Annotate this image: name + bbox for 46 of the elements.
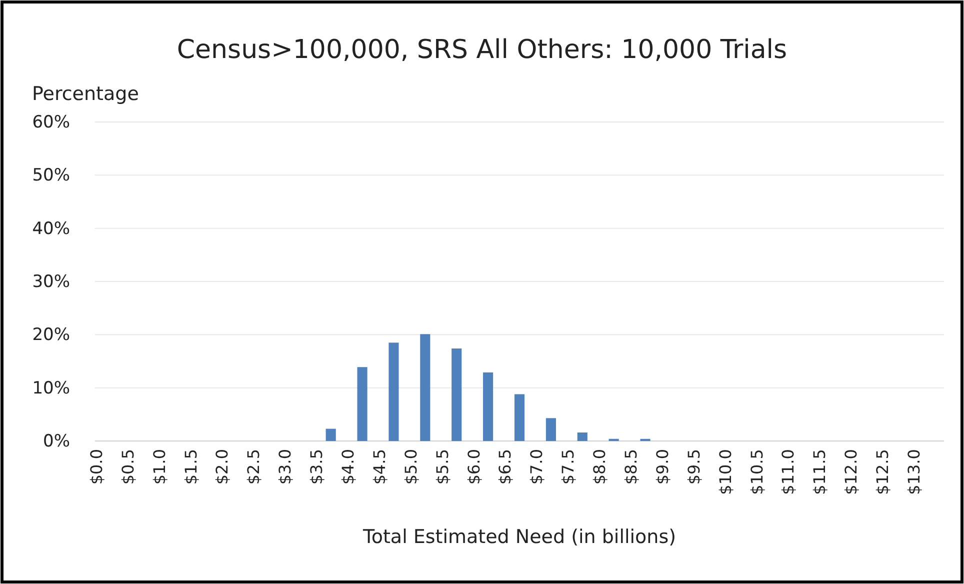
x-tick-label: $9.0: [652, 449, 672, 485]
y-tick-label: 20%: [32, 325, 70, 346]
x-tick-label: $8.0: [590, 449, 610, 485]
x-tick-label: $1.0: [150, 449, 169, 485]
bar: [452, 348, 462, 441]
y-tick-label: 50%: [32, 166, 70, 186]
x-tick-label: $10.5: [747, 449, 766, 495]
x-tick-label: $0.0: [86, 449, 106, 485]
x-tick-label: $5.0: [401, 449, 420, 485]
x-tick-label: $11.0: [778, 449, 798, 495]
bar: [483, 372, 494, 441]
x-tick-label: $13.0: [904, 449, 924, 495]
y-tick-label: 10%: [32, 378, 70, 398]
x-tick-label: $10.0: [716, 449, 735, 495]
y-tick-label: 0%: [43, 431, 70, 452]
x-tick-label: $7.5: [558, 449, 578, 485]
x-tick-label: $9.5: [684, 449, 704, 485]
x-tick-label: $8.5: [621, 449, 640, 485]
x-tick-label: $12.0: [842, 449, 861, 495]
bar: [420, 334, 430, 441]
x-tick-label: $4.0: [338, 449, 358, 485]
y-tick-label: 60%: [32, 112, 70, 132]
x-tick-label: $4.5: [370, 449, 389, 485]
x-tick-label: $2.0: [212, 449, 232, 485]
y-axis-title: Percentage: [32, 83, 139, 105]
x-tick-label: $6.5: [496, 449, 515, 485]
x-tick-label: $12.5: [873, 449, 892, 495]
bar: [326, 428, 336, 441]
x-tick-label: $11.5: [810, 449, 830, 495]
x-axis-title: Total Estimated Need (in billions): [362, 526, 676, 548]
x-tick-label: $2.5: [244, 449, 264, 485]
x-tick-label: $0.5: [118, 449, 138, 485]
bar: [514, 394, 525, 441]
x-tick-label: $3.5: [307, 449, 326, 485]
x-tick-label: $1.5: [181, 449, 200, 485]
x-tick-label: $7.0: [527, 449, 546, 485]
x-tick-label: $5.5: [432, 449, 452, 485]
bar: [388, 342, 399, 441]
x-tick-label: $6.0: [464, 449, 484, 485]
bar: [577, 432, 588, 441]
x-tick-label: $3.0: [276, 449, 295, 485]
bar: [546, 418, 556, 441]
chart-title: Census>100,000, SRS All Others: 10,000 Trials: [176, 35, 788, 65]
bar: [357, 367, 368, 441]
y-tick-label: 30%: [32, 272, 70, 292]
y-tick-label: 40%: [32, 218, 70, 239]
